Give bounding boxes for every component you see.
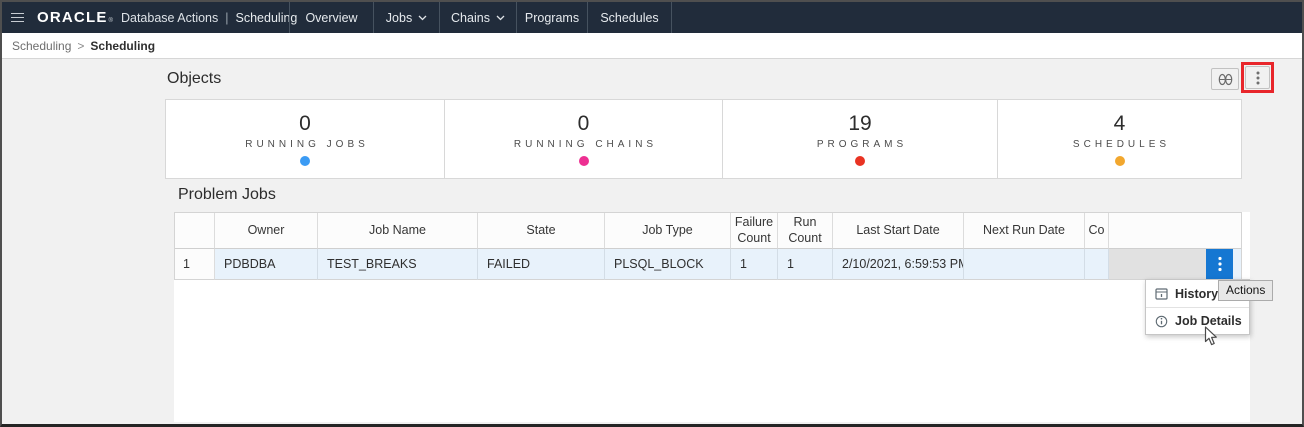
nav-label: Jobs <box>385 10 413 25</box>
metric-value: 4 <box>1113 112 1126 135</box>
chevron-down-icon <box>496 15 505 20</box>
metric-card-schedules: 4 SCHEDULES <box>997 100 1241 178</box>
metric-dot <box>300 156 310 166</box>
find-objects-button[interactable] <box>1211 68 1239 90</box>
state-cell: FAILED <box>478 249 605 280</box>
metric-value: 19 <box>848 112 872 135</box>
brand-divider: | <box>225 11 229 25</box>
table-header-row: Owner Job Name State Job Type Failure Co… <box>175 213 1241 249</box>
menu-item-history[interactable]: History <box>1146 280 1249 307</box>
table-row[interactable]: 1 PDBDBA TEST_BREAKS FAILED PLSQL_BLOCK … <box>175 249 1241 280</box>
objects-metric-cards: 0 RUNNING JOBS 0 RUNNING CHAINS 19 PROGR… <box>165 99 1242 179</box>
owner-cell: PDBDBA <box>215 249 318 280</box>
metric-dot <box>578 156 589 166</box>
nav-label: Programs <box>524 10 580 25</box>
calendar-icon <box>1155 288 1168 300</box>
column-header-failure-count[interactable]: Failure Count <box>731 213 778 249</box>
nav-item-chains[interactable]: Chains <box>439 2 516 33</box>
main-nav: Overview Jobs Chains Programs Schedules <box>289 2 672 33</box>
job-type-cell: PLSQL_BLOCK <box>605 249 731 280</box>
metric-card-running-chains: 0 RUNNING CHAINS <box>444 100 722 178</box>
metric-dot <box>1114 156 1125 166</box>
comments-cell <box>1085 249 1109 280</box>
menu-item-job-details[interactable]: Job Details <box>1146 307 1249 334</box>
breadcrumb-current: Scheduling <box>90 38 156 53</box>
problem-jobs-table: Owner Job Name State Job Type Failure Co… <box>174 212 1250 422</box>
red-annotation-box <box>1241 62 1274 93</box>
metric-label: SCHEDULES <box>1072 139 1171 150</box>
kebab-menu-icon <box>1217 256 1222 272</box>
breadcrumb-separator: > <box>77 38 85 53</box>
row-actions-cell <box>1109 249 1241 280</box>
nav-item-schedules[interactable]: Schedules <box>587 2 672 33</box>
problem-jobs-grid: Owner Job Name State Job Type Failure Co… <box>174 212 1242 280</box>
actions-cell-tail <box>1233 249 1241 279</box>
top-navigation-bar: ORACLE ® Database Actions | Scheduling Ov… <box>2 2 1302 33</box>
metric-label: RUNNING CHAINS <box>513 139 658 150</box>
registered-mark: ® <box>108 18 113 24</box>
brand: ORACLE ® Database Actions | Scheduling <box>37 9 297 26</box>
job-name-cell: TEST_BREAKS <box>318 249 478 280</box>
nav-label: Chains <box>451 10 490 25</box>
product-name: Database Actions <box>120 11 219 25</box>
metric-value: 0 <box>577 112 590 135</box>
chevron-down-icon <box>418 15 427 20</box>
column-header-state[interactable]: State <box>478 213 605 249</box>
hamburger-menu-icon[interactable] <box>2 2 32 33</box>
oracle-logo: ORACLE <box>37 9 108 26</box>
menu-item-label: History <box>1175 286 1219 301</box>
metric-card-running-jobs: 0 RUNNING JOBS <box>166 100 444 178</box>
column-header-run-count[interactable]: Run Count <box>778 213 833 249</box>
column-header-rownum[interactable] <box>175 213 215 249</box>
column-header-job-type[interactable]: Job Type <box>605 213 731 249</box>
column-header-comments-truncated[interactable]: Co <box>1085 213 1109 249</box>
actions-cell-highlight <box>1109 249 1206 279</box>
breadcrumb: Scheduling > Scheduling <box>2 33 1302 59</box>
menu-item-label: Job Details <box>1175 314 1242 328</box>
failure-count-cell: 1 <box>731 249 778 280</box>
metric-dot <box>855 156 865 166</box>
row-number-cell: 1 <box>175 249 215 280</box>
run-count-cell: 1 <box>778 249 833 280</box>
app-name: Scheduling <box>235 11 298 25</box>
problem-jobs-section-title: Problem Jobs <box>178 186 276 203</box>
column-header-next-run-date[interactable]: Next Run Date <box>964 213 1085 249</box>
mouse-cursor <box>1204 326 1219 352</box>
column-header-last-start-date[interactable]: Last Start Date <box>833 213 964 249</box>
nav-item-programs[interactable]: Programs <box>516 2 587 33</box>
last-start-date-cell: 2/10/2021, 6:59:53 PM <box>833 249 964 280</box>
objects-section-title: Objects <box>167 70 222 87</box>
nav-label: Overview <box>305 10 358 25</box>
nav-item-jobs[interactable]: Jobs <box>373 2 439 33</box>
column-header-actions-spacer <box>1109 213 1241 249</box>
next-run-date-cell <box>964 249 1085 280</box>
metric-value: 0 <box>299 112 311 135</box>
metric-card-programs: 19 PROGRAMS <box>722 100 997 178</box>
objects-actions-button[interactable] <box>1245 66 1270 89</box>
nav-item-overview[interactable]: Overview <box>289 2 373 33</box>
binoculars-icon <box>1218 73 1232 85</box>
metric-label: RUNNING JOBS <box>245 139 369 150</box>
info-icon <box>1155 315 1168 327</box>
actions-tooltip: Actions <box>1218 280 1274 301</box>
row-actions-button[interactable] <box>1206 249 1233 279</box>
breadcrumb-item-scheduling[interactable]: Scheduling <box>12 38 72 53</box>
kebab-menu-icon <box>1256 71 1259 84</box>
metric-label: PROGRAMS <box>816 139 908 150</box>
column-header-owner[interactable]: Owner <box>215 213 318 249</box>
nav-label: Schedules <box>600 10 659 25</box>
column-header-job-name[interactable]: Job Name <box>318 213 478 249</box>
